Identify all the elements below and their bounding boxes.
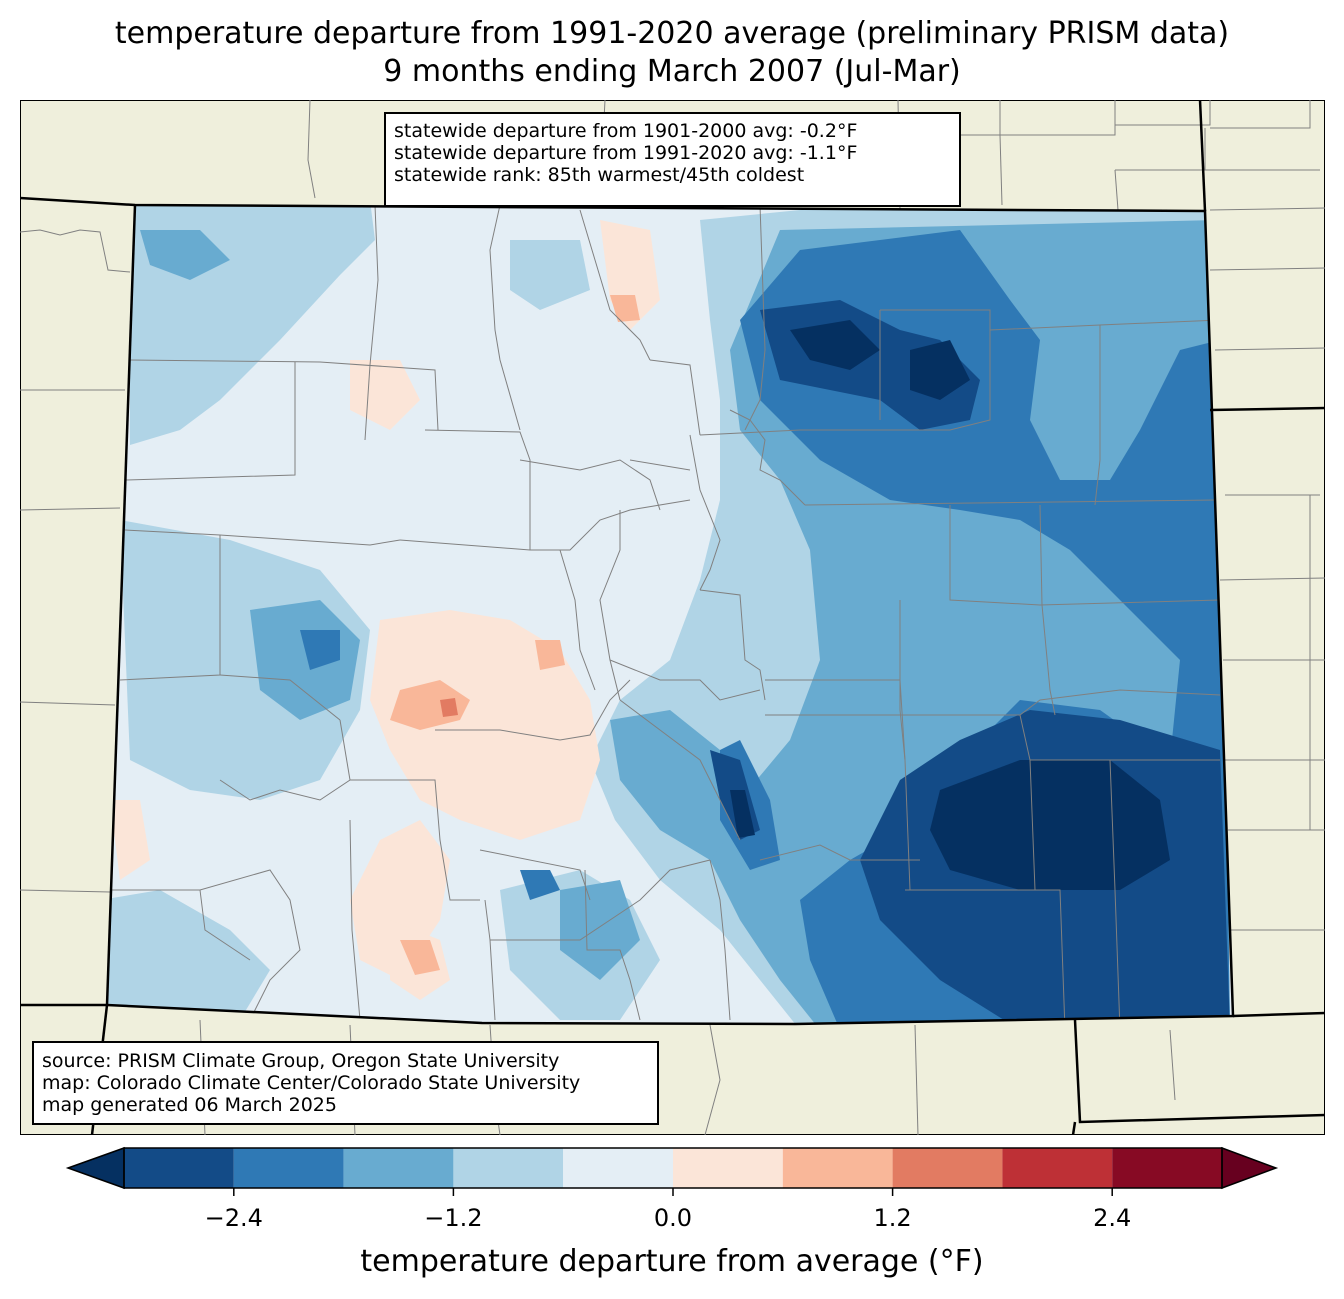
- source-box: source: PRISM Climate Group, Oregon Stat…: [32, 1041, 659, 1125]
- stats-line-1991-2020: statewide departure from 1991-2020 avg: …: [394, 142, 858, 164]
- colorbar-bin: [453, 1148, 564, 1188]
- colorbar-bin: [343, 1148, 454, 1188]
- colorbar-label: temperature departure from average (°F): [360, 1244, 984, 1279]
- source-line: source: PRISM Climate Group, Oregon Stat…: [42, 1050, 560, 1072]
- colorbar-bin: [782, 1148, 893, 1188]
- colorbar-bin: [233, 1148, 344, 1188]
- colorado-temperature-map: [20, 100, 1325, 1135]
- colorbar: −2.4 −1.2 0.0 1.2 2.4: [65, 1146, 1279, 1232]
- colorbar-bin: [1112, 1148, 1222, 1188]
- county-lines: [107, 205, 1221, 1024]
- map-subtitle: 9 months ending March 2007 (Jul-Mar): [383, 54, 961, 89]
- temperature-field: [107, 205, 1233, 1024]
- colorbar-bin: [673, 1148, 783, 1188]
- stats-line-rank: statewide rank: 85th warmest/45th coldes…: [394, 164, 805, 186]
- colorbar-tick-label: −1.2: [424, 1204, 482, 1232]
- stats-line-1901-2000: statewide departure from 1901-2000 avg: …: [394, 120, 858, 142]
- colorbar-bin: [563, 1148, 673, 1188]
- colorbar-tick-label: 1.2: [874, 1204, 912, 1232]
- colorbar-tick-label: −2.4: [205, 1204, 263, 1232]
- map-title: temperature departure from 1991-2020 ave…: [114, 16, 1230, 51]
- colorbar-under-arrow: [65, 1146, 125, 1190]
- colorbar-tick-label: 2.4: [1093, 1204, 1131, 1232]
- colorbar-over-arrow: [1221, 1146, 1279, 1190]
- colorbar-bin: [124, 1148, 234, 1188]
- statewide-stats-box: statewide departure from 1901-2000 avg: …: [384, 112, 961, 207]
- colorbar-bin: [892, 1148, 1003, 1188]
- colorbar-bin: [1002, 1148, 1113, 1188]
- map-credit-line: map: Colorado Climate Center/Colorado St…: [42, 1072, 581, 1094]
- map-generated-line: map generated 06 March 2025: [42, 1094, 337, 1116]
- colorbar-tick-label: 0.0: [654, 1204, 692, 1232]
